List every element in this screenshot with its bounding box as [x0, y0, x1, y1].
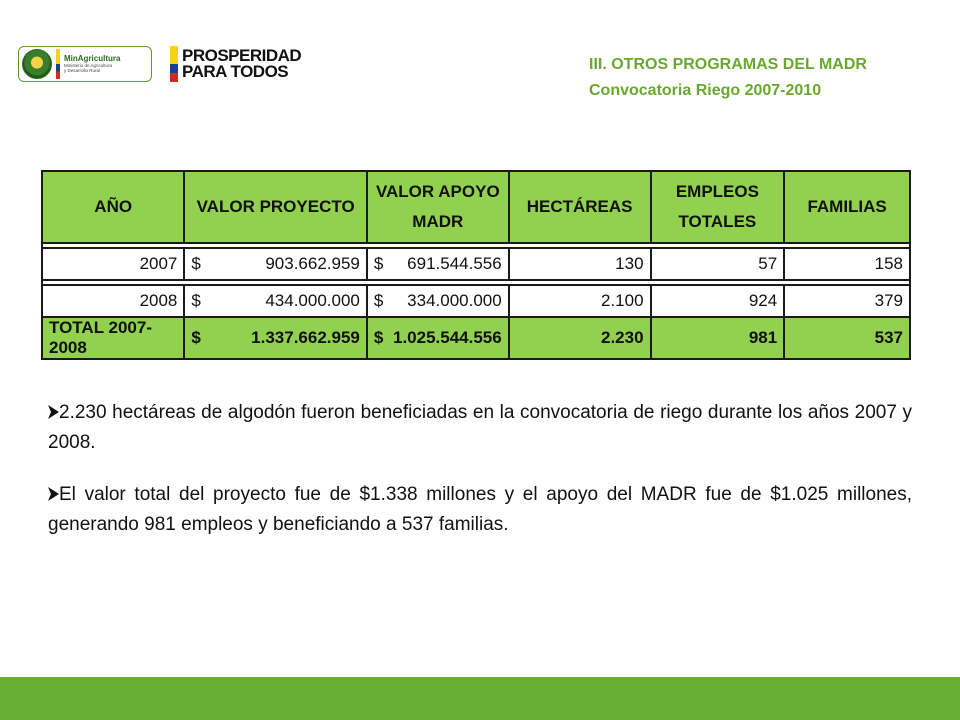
cell-valor-proyecto: $1.337.662.959 [183, 316, 368, 360]
currency-symbol: $ [373, 254, 384, 273]
page-subtitle: Convocatoria Riego 2007-2010 [589, 82, 822, 99]
cell-year: 2008 [40, 284, 186, 318]
amount: 903.662.959 [265, 254, 360, 273]
bullet-text: 2.230 hectáreas de algodón fueron benefi… [48, 402, 912, 453]
cell-empleos: 57 [649, 247, 786, 281]
logo-min-subline: Ministerio de Agricultura [64, 62, 113, 68]
table-row: 2007 $903.662.959 $691.544.556 130 57 15… [40, 247, 911, 281]
arrow-bullet-icon [48, 487, 59, 501]
cell-empleos: 924 [649, 284, 786, 318]
arrow-bullet-icon [48, 405, 59, 419]
cell-valor-proyecto: $903.662.959 [183, 247, 368, 281]
currency-symbol: $ [373, 291, 384, 310]
cell-familias: 158 [783, 247, 911, 281]
cell-valor-proyecto: $434.000.000 [183, 284, 368, 318]
header-valor-apoyo-line1: VALOR APOYO [375, 182, 500, 201]
cell-valor-apoyo: $691.544.556 [365, 247, 510, 281]
table-row: 2008 $434.000.000 $334.000.000 2.100 924… [40, 284, 911, 318]
logo-pp-line1: PROSPERIDAD [182, 45, 302, 65]
cell-hectareas: 2.100 [507, 284, 652, 318]
amount: 334.000.000 [407, 291, 502, 310]
bullet-item: El valor total del proyecto fue de $1.33… [48, 480, 912, 540]
bullet-text: El valor total del proyecto fue de $1.33… [48, 484, 912, 535]
amount: 1.025.544.556 [393, 328, 502, 347]
riego-table: AÑO VALOR PROYECTO VALOR APOYO MADR HECT… [40, 170, 911, 360]
amount: 434.000.000 [265, 291, 360, 310]
currency-symbol: $ [191, 254, 201, 273]
bullet-item: 2.230 hectáreas de algodón fueron benefi… [48, 398, 912, 458]
logo-min-name: MinAgricultura [64, 53, 121, 63]
currency-symbol: $ [373, 328, 384, 347]
cell-familias: 537 [783, 316, 911, 360]
header-empleos-line2: TOTALES [678, 212, 757, 231]
header-valor-proyecto: VALOR PROYECTO [183, 170, 368, 244]
flag-icon [170, 46, 178, 82]
cell-empleos: 981 [649, 316, 786, 360]
cell-hectareas: 130 [507, 247, 652, 281]
header-familias: FAMILIAS [783, 170, 911, 244]
header-year: AÑO [40, 170, 186, 244]
bullet-list: 2.230 hectáreas de algodón fueron benefi… [48, 398, 912, 562]
header-valor-apoyo-line2: MADR [412, 212, 464, 231]
table-total-row: TOTAL 2007-2008 $1.337.662.959 $1.025.54… [40, 316, 911, 360]
table-spacer [41, 279, 911, 286]
coat-of-arms-icon [22, 49, 52, 79]
cell-year: 2007 [40, 247, 186, 281]
cell-year: TOTAL 2007-2008 [40, 316, 186, 360]
footer-bar [0, 677, 960, 720]
header-valor-apoyo: VALOR APOYO MADR [365, 170, 510, 244]
page-title: III. OTROS PROGRAMAS DEL MADR [589, 56, 867, 73]
flag-stripe-icon [56, 49, 60, 79]
logo-min-subline: y Desarrollo Rural [64, 68, 101, 73]
cell-valor-apoyo: $334.000.000 [365, 284, 510, 318]
header-empleos: EMPLEOS TOTALES [649, 170, 786, 244]
cell-valor-apoyo: $1.025.544.556 [365, 316, 510, 360]
minagricultura-logo: MinAgricultura Ministerio de Agricultura… [18, 46, 152, 82]
cell-familias: 379 [783, 284, 911, 318]
header-hectareas: HECTÁREAS [507, 170, 652, 244]
logo-pp-line2: PARA TODOS [182, 62, 289, 81]
currency-symbol: $ [191, 291, 201, 310]
table-header-row: AÑO VALOR PROYECTO VALOR APOYO MADR HECT… [40, 170, 911, 244]
header-empleos-line1: EMPLEOS [675, 182, 759, 201]
cell-hectareas: 2.230 [507, 316, 652, 360]
header-title-block: III. OTROS PROGRAMAS DEL MADR Convocator… [589, 52, 949, 104]
amount: 691.544.556 [407, 254, 502, 273]
currency-symbol: $ [191, 328, 201, 347]
amount: 1.337.662.959 [251, 328, 360, 347]
prosperidad-logo: PROSPERIDAD PARA TODOS [170, 44, 302, 84]
table-spacer [41, 242, 911, 249]
